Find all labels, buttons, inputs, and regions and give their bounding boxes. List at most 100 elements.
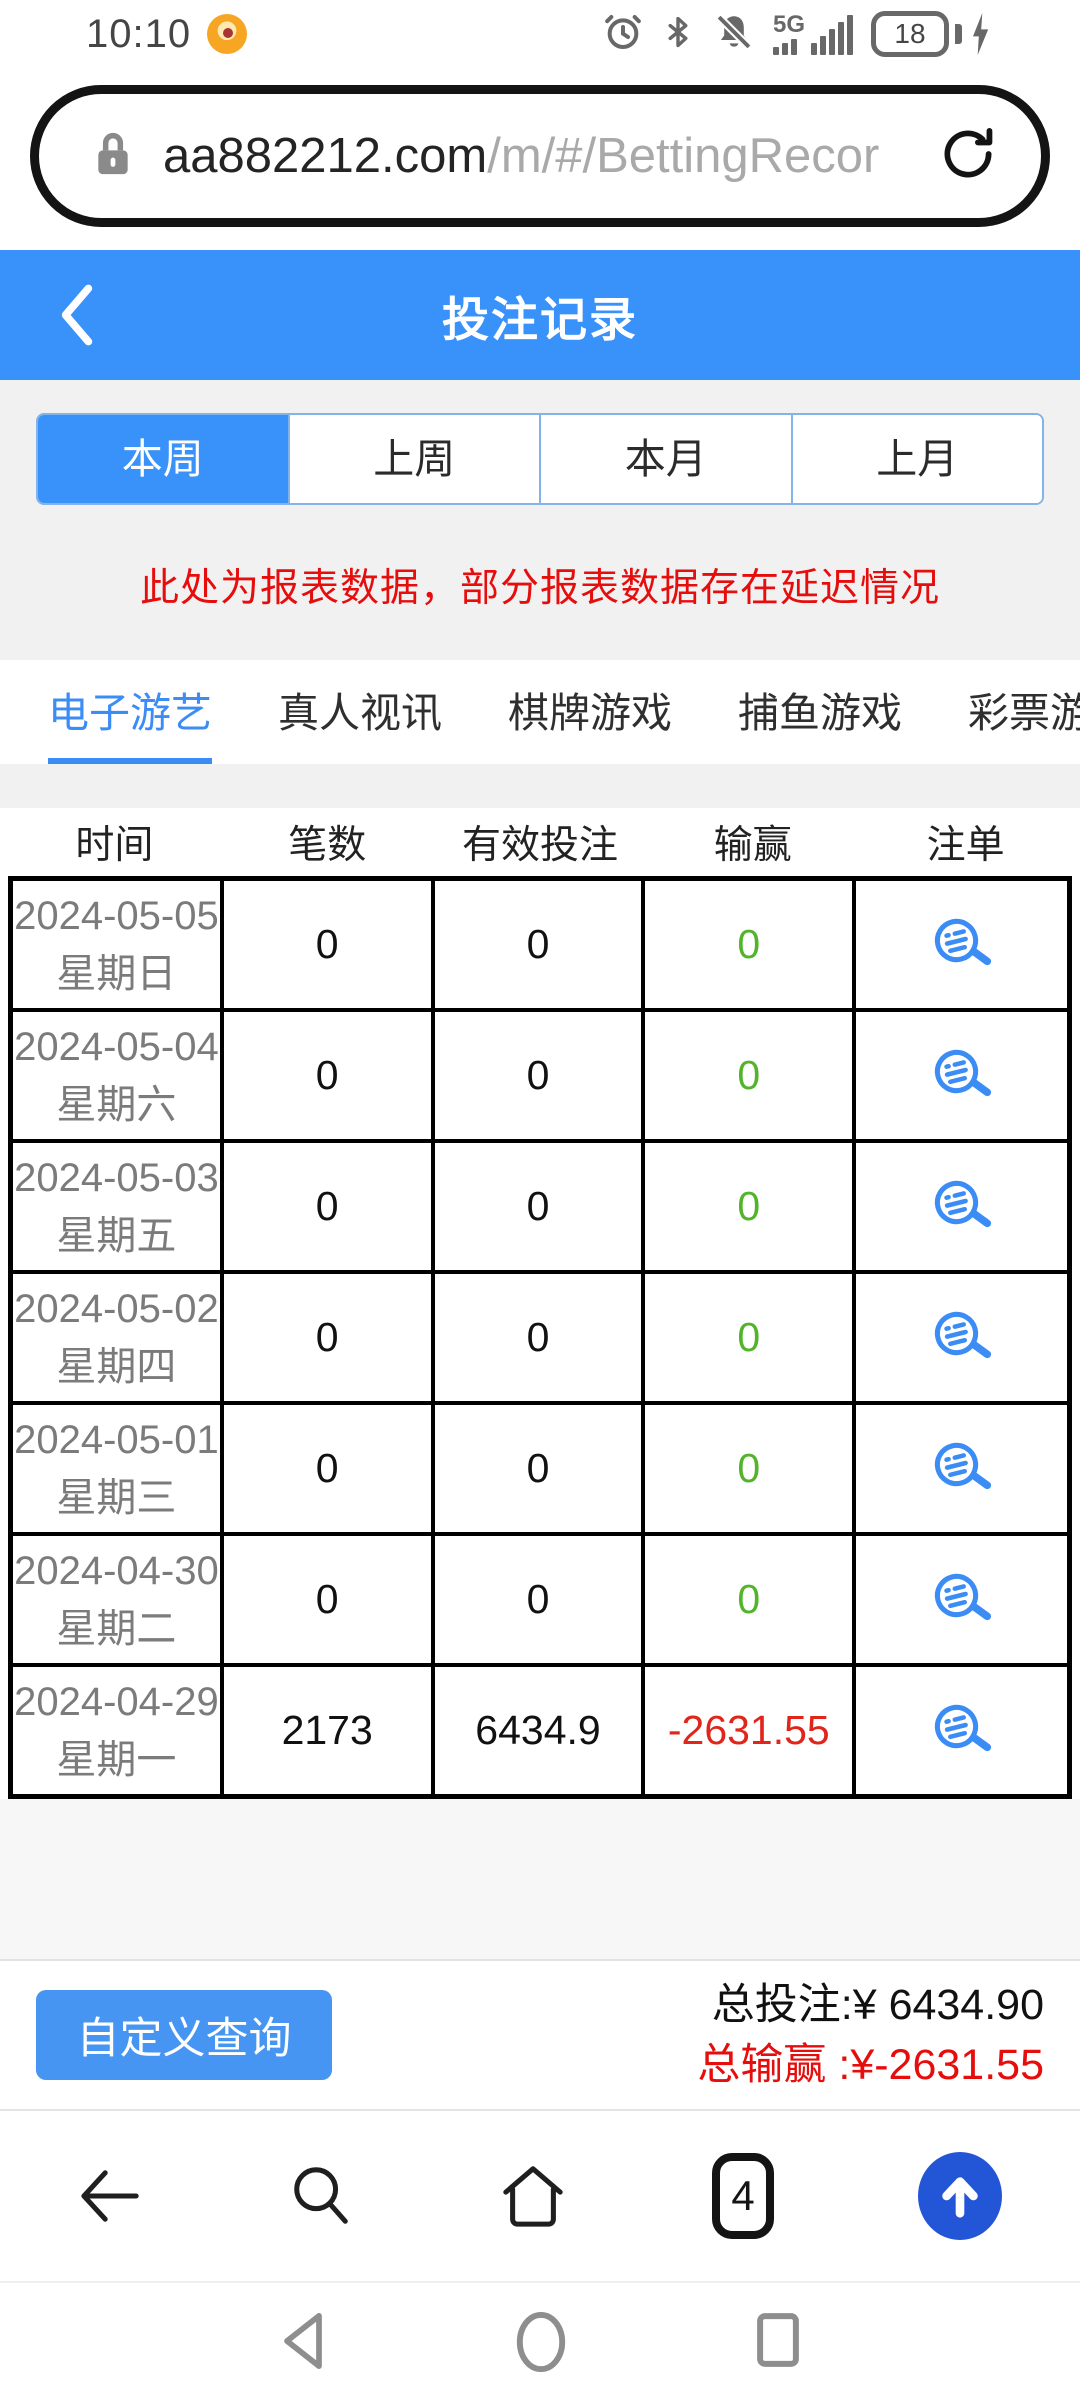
url-text[interactable]: aa882212.com/m/#/BettingRecor bbox=[163, 128, 935, 184]
row-count: 0 bbox=[224, 1274, 435, 1401]
tab-electronic-games[interactable]: 电子游艺 bbox=[48, 660, 212, 764]
empty-area bbox=[0, 1799, 1080, 1959]
cell-detail bbox=[856, 1012, 1067, 1139]
bet-detail-button[interactable] bbox=[928, 1304, 996, 1372]
filters-section: 本周 上周 本月 上月 此处为报表数据，部分报表数据存在延迟情况 电子游艺 真人… bbox=[0, 380, 1080, 808]
row-date: 2024-04-30 bbox=[14, 1548, 219, 1593]
row-count: 0 bbox=[224, 881, 435, 1008]
row-date: 2024-05-04 bbox=[14, 1024, 219, 1069]
row-count: 0 bbox=[224, 1536, 435, 1663]
row-date: 2024-05-01 bbox=[14, 1417, 219, 1462]
row-date: 2024-05-05 bbox=[14, 893, 219, 938]
bet-detail-button[interactable] bbox=[928, 1173, 996, 1241]
url-bar[interactable]: aa882212.com/m/#/BettingRecor bbox=[30, 85, 1050, 227]
table-body: 2024-05-05 星期日 0 0 0 bbox=[8, 876, 1072, 1799]
bet-detail-button[interactable] bbox=[928, 1697, 996, 1765]
battery-level: 18 bbox=[894, 18, 926, 49]
category-tabs: 电子游艺 真人视讯 棋牌游戏 捕鱼游戏 彩票游戏 bbox=[0, 660, 1080, 764]
row-weekday: 星期五 bbox=[56, 1213, 177, 1258]
custom-query-button[interactable]: 自定义查询 bbox=[36, 1990, 332, 2080]
alarm-icon bbox=[603, 12, 643, 57]
bet-detail-button[interactable] bbox=[928, 1435, 996, 1503]
bet-detail-button[interactable] bbox=[928, 1042, 996, 1110]
row-count: 0 bbox=[224, 1012, 435, 1139]
cell-detail bbox=[856, 1536, 1067, 1663]
browser-search-icon[interactable] bbox=[288, 2163, 354, 2229]
magnifier-notes-icon bbox=[934, 918, 991, 965]
system-home-icon[interactable] bbox=[510, 2309, 572, 2380]
browser-back-icon[interactable] bbox=[78, 2167, 144, 2225]
row-valid-bet: 0 bbox=[435, 1274, 646, 1401]
col-bet-slip: 注单 bbox=[926, 824, 1005, 867]
scroll-to-top-button[interactable] bbox=[918, 2152, 1002, 2240]
col-win-lose: 输赢 bbox=[713, 824, 792, 867]
magnifier-notes-icon bbox=[934, 1180, 991, 1227]
browser-tabs-button[interactable]: 4 bbox=[712, 2153, 774, 2239]
totals: 总投注:¥ 6434.90 总输赢 :¥-2631.55 bbox=[697, 1975, 1044, 2095]
total-winlose-label: 总输赢 : bbox=[697, 2041, 851, 2089]
row-valid-bet: 0 bbox=[435, 881, 646, 1008]
row-win-lose: 0 bbox=[645, 1143, 857, 1270]
tab-fishing-games[interactable]: 捕鱼游戏 bbox=[738, 690, 902, 736]
row-win-lose: 0 bbox=[645, 1012, 857, 1139]
browser-home-icon[interactable] bbox=[498, 2163, 568, 2229]
browser-nav-bar: 4 bbox=[0, 2111, 1080, 2281]
row-valid-bet: 6434.9 bbox=[435, 1667, 646, 1794]
row-count: 0 bbox=[224, 1405, 435, 1532]
app-header: 投注记录 bbox=[0, 250, 1080, 380]
row-win-lose: 0 bbox=[645, 881, 857, 1008]
row-valid-bet: 0 bbox=[435, 1536, 646, 1663]
magnifier-notes-icon bbox=[934, 1573, 991, 1620]
refresh-icon[interactable] bbox=[935, 121, 1001, 192]
summary-bar: 自定义查询 总投注:¥ 6434.90 总输赢 :¥-2631.55 bbox=[0, 1959, 1080, 2111]
tab-this-month[interactable]: 本月 bbox=[539, 415, 791, 503]
bet-detail-button[interactable] bbox=[928, 911, 996, 979]
cell-time: 2024-04-29 星期一 bbox=[13, 1667, 224, 1794]
tab-this-week[interactable]: 本周 bbox=[38, 415, 288, 503]
total-bet-label: 总投注: bbox=[711, 1981, 853, 2029]
cell-detail bbox=[856, 1143, 1067, 1270]
row-date: 2024-05-03 bbox=[14, 1155, 219, 1200]
tab-last-month[interactable]: 上月 bbox=[790, 415, 1042, 503]
system-back-icon[interactable] bbox=[274, 2309, 332, 2378]
table-row: 2024-05-04 星期六 0 0 0 bbox=[13, 1008, 1067, 1139]
cell-time: 2024-05-02 星期四 bbox=[13, 1274, 224, 1401]
cell-detail bbox=[856, 1405, 1067, 1532]
row-count: 2173 bbox=[224, 1667, 435, 1794]
tab-last-week[interactable]: 上周 bbox=[287, 415, 539, 503]
table-row: 2024-05-01 星期三 0 0 0 bbox=[13, 1401, 1067, 1532]
system-recents-icon[interactable] bbox=[750, 2309, 806, 2376]
table-row: 2024-04-30 星期二 0 0 0 bbox=[13, 1532, 1067, 1663]
tab-live-casino[interactable]: 真人视讯 bbox=[278, 690, 442, 736]
tab-lottery-games[interactable]: 彩票游戏 bbox=[968, 690, 1080, 736]
cell-time: 2024-04-30 星期二 bbox=[13, 1536, 224, 1663]
url-domain: aa882212.com bbox=[163, 129, 488, 183]
row-weekday: 星期三 bbox=[56, 1475, 177, 1520]
row-win-lose: 0 bbox=[645, 1274, 857, 1401]
table-row: 2024-05-02 星期四 0 0 0 bbox=[13, 1270, 1067, 1401]
magnifier-notes-icon bbox=[934, 1442, 991, 1489]
tab-board-games[interactable]: 棋牌游戏 bbox=[508, 690, 672, 736]
signal-5g-icon: 5G bbox=[772, 10, 853, 55]
url-path: /m/#/BettingRecor bbox=[487, 129, 880, 183]
table-header: 时间 笔数 有效投注 输赢 注单 bbox=[8, 808, 1072, 876]
back-button[interactable] bbox=[58, 250, 96, 380]
magnifier-notes-icon bbox=[934, 1704, 991, 1751]
row-valid-bet: 0 bbox=[435, 1405, 646, 1532]
row-date: 2024-05-02 bbox=[14, 1286, 219, 1331]
row-win-lose: 0 bbox=[645, 1405, 857, 1532]
total-bet-value: ¥ 6434.90 bbox=[852, 1981, 1044, 2029]
status-bar: 10:10 bbox=[0, 0, 1080, 62]
bet-detail-button[interactable] bbox=[928, 1566, 996, 1634]
notifications-muted-icon bbox=[713, 11, 755, 58]
signal-bars-icon bbox=[811, 14, 853, 55]
bluetooth-icon bbox=[661, 12, 695, 57]
network-type-label: 5G bbox=[772, 10, 805, 38]
total-winlose-value: ¥-2631.55 bbox=[850, 2041, 1044, 2089]
tab-count: 4 bbox=[712, 2153, 774, 2239]
clock-time: 10:10 bbox=[86, 11, 192, 56]
tiger-emoji-icon bbox=[207, 14, 248, 54]
row-win-lose: 0 bbox=[645, 1536, 857, 1663]
magnifier-notes-icon bbox=[934, 1311, 991, 1358]
